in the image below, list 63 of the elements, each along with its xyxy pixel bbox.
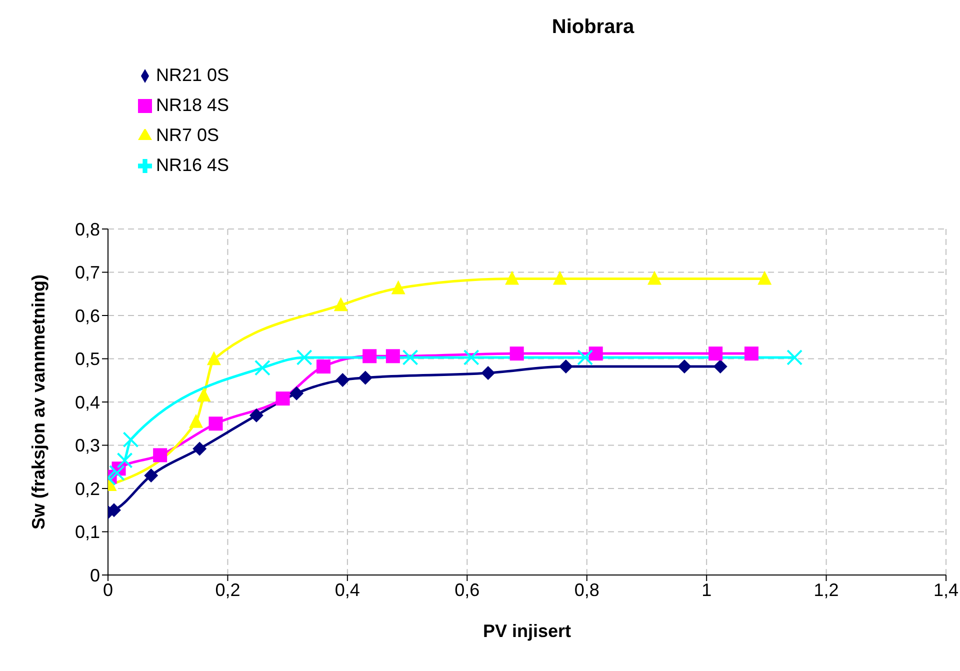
point bbox=[588, 346, 603, 361]
point bbox=[463, 349, 480, 366]
point bbox=[196, 388, 211, 402]
x-tick-label: 0 bbox=[102, 580, 114, 600]
legend-label: NR7 0S bbox=[156, 125, 220, 145]
y-tick-label: 0 bbox=[90, 565, 100, 586]
y-tick-label: 0,4 bbox=[74, 392, 100, 412]
point bbox=[558, 360, 573, 374]
y-tick-label: 0,3 bbox=[74, 436, 100, 456]
point bbox=[386, 349, 400, 364]
y-tick-label: 0,8 bbox=[74, 219, 100, 240]
x-axis-title: PV injisert bbox=[482, 621, 572, 641]
point bbox=[296, 349, 312, 366]
point bbox=[122, 432, 139, 448]
x-tick-label: 1,4 bbox=[933, 580, 959, 600]
point bbox=[290, 386, 304, 400]
x-tick-label: 1 bbox=[702, 580, 712, 600]
point bbox=[192, 442, 207, 456]
x-tick-label: 0,6 bbox=[454, 580, 480, 600]
point bbox=[362, 349, 377, 364]
point bbox=[708, 346, 723, 361]
point bbox=[402, 349, 418, 366]
y-tick-label: 0,2 bbox=[74, 478, 100, 499]
point bbox=[786, 349, 803, 366]
legend-label: NR16 4S bbox=[156, 155, 230, 175]
y-tick-label: 0,5 bbox=[74, 349, 100, 370]
x-tick-label: 0,2 bbox=[215, 580, 240, 600]
point bbox=[108, 464, 125, 481]
point bbox=[116, 452, 133, 468]
point bbox=[206, 351, 221, 366]
point bbox=[334, 297, 348, 312]
point bbox=[249, 408, 264, 422]
point bbox=[481, 366, 496, 380]
y-tick-label: 0,6 bbox=[74, 306, 100, 326]
point bbox=[713, 360, 728, 374]
legend-label: NR21 0S bbox=[156, 65, 230, 85]
y-tick-label: 0,1 bbox=[74, 522, 100, 542]
point bbox=[677, 360, 692, 374]
point bbox=[647, 270, 662, 285]
legend-label: NR18 4S bbox=[156, 95, 230, 115]
point bbox=[552, 270, 567, 285]
point bbox=[188, 414, 203, 428]
point bbox=[153, 448, 168, 462]
point bbox=[144, 468, 158, 483]
point bbox=[391, 280, 406, 294]
point bbox=[254, 360, 270, 376]
point bbox=[336, 372, 350, 387]
point bbox=[108, 503, 121, 518]
y-axis-title: Sw (fraksjon av vannmetning) bbox=[28, 274, 48, 530]
chart-title: Niobrara bbox=[550, 16, 636, 39]
point bbox=[505, 270, 520, 285]
point bbox=[758, 270, 772, 285]
x-tick-label: 0,4 bbox=[334, 580, 360, 600]
point bbox=[316, 360, 330, 374]
x-tick-label: 0,8 bbox=[574, 580, 600, 600]
point bbox=[358, 370, 372, 385]
y-tick-label: 0,7 bbox=[74, 262, 100, 283]
point bbox=[744, 346, 758, 361]
point bbox=[577, 349, 594, 366]
point bbox=[276, 392, 290, 406]
point bbox=[510, 346, 524, 361]
x-tick-label: 1,2 bbox=[814, 580, 839, 600]
point bbox=[208, 416, 223, 431]
